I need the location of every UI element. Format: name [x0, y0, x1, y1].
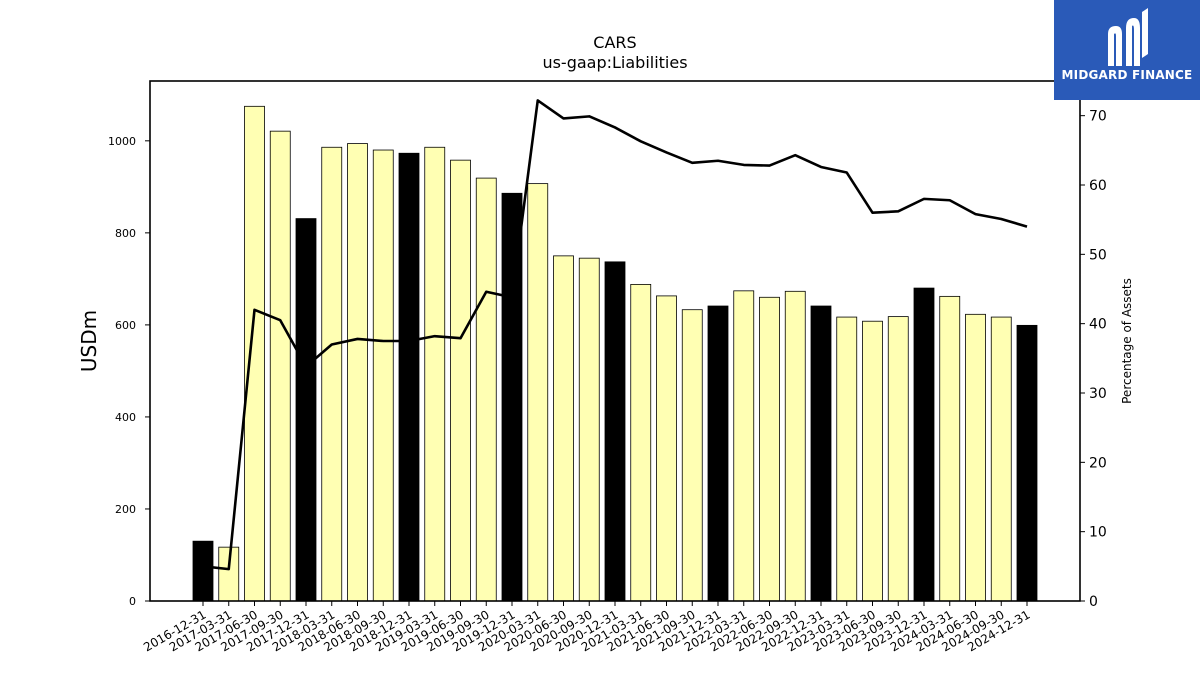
- bar-2022-03-31: [733, 290, 755, 602]
- y-tick-label: 200: [115, 503, 136, 516]
- bar-2018-06-30: [347, 143, 368, 602]
- chart-subtitle: us-gaap:Liabilities: [542, 53, 687, 72]
- bar-2023-03-31: [836, 316, 858, 602]
- bar-2017-12-31: [295, 218, 317, 602]
- bar-2018-03-31: [321, 146, 343, 602]
- bar-2024-03-31: [939, 295, 961, 602]
- bar-2019-06-30: [450, 159, 471, 602]
- bar-2021-09-30: [681, 309, 703, 602]
- bar-2021-03-31: [630, 283, 652, 602]
- bar-2023-06-30: [862, 320, 883, 602]
- y-tick-label: 1000: [108, 135, 136, 148]
- bar-group: [192, 105, 1038, 602]
- bar-2017-03-31: [218, 546, 240, 602]
- assets-pct-line: [202, 99, 1028, 571]
- chart-title: CARS: [593, 33, 636, 52]
- bar-2021-06-30: [656, 295, 677, 602]
- bar-2022-06-30: [759, 296, 780, 602]
- bar-2017-06-30: [244, 105, 265, 602]
- line-layer: [202, 99, 1028, 571]
- bar-2020-03-31: [527, 183, 549, 602]
- bar-2019-03-31: [424, 146, 446, 602]
- y2-tick-label: 70: [1089, 109, 1107, 125]
- y-tick-label: 600: [115, 319, 136, 332]
- bar-2017-09-30: [269, 130, 291, 602]
- brand-logo: MIDGARD FINANCE: [1054, 0, 1200, 100]
- bar-2019-09-30: [475, 177, 497, 602]
- y-tick-label: 0: [129, 595, 136, 608]
- bar-2024-06-30: [965, 313, 986, 602]
- y2-tick-label: 40: [1089, 317, 1107, 333]
- bar-2022-12-31: [810, 305, 832, 602]
- y2-tick-label: 60: [1089, 178, 1107, 194]
- bar-2023-12-31: [913, 287, 935, 602]
- logo-mark-icon: [1108, 8, 1148, 66]
- bar-2024-09-30: [990, 316, 1012, 602]
- logo-text: MIDGARD FINANCE: [1061, 68, 1193, 82]
- bar-2018-12-31: [398, 152, 420, 602]
- y-tick-label: 800: [115, 227, 136, 240]
- y2-tick-label: 50: [1089, 247, 1107, 263]
- bar-2020-12-31: [604, 261, 626, 602]
- bar-2016-12-31: [192, 540, 214, 602]
- y2-tick-label: 0: [1089, 594, 1098, 610]
- bar-2018-09-30: [372, 149, 394, 602]
- y2-tick-label: 20: [1089, 455, 1107, 471]
- y2-tick-label: 30: [1089, 386, 1107, 402]
- y-axis-label: USDm: [77, 310, 101, 372]
- y2-axis-label: Percentage of Assets: [1120, 278, 1134, 404]
- bar-2021-12-31: [707, 305, 729, 602]
- bar-2022-09-30: [784, 290, 806, 602]
- bar-2020-09-30: [578, 257, 600, 602]
- axes-group: 020040060080010000102030405060702016-12-…: [108, 80, 1107, 654]
- y-tick-label: 400: [115, 411, 136, 424]
- bar-2024-12-31: [1016, 324, 1038, 602]
- bar-2020-06-30: [553, 255, 574, 602]
- y2-tick-label: 10: [1089, 525, 1107, 541]
- bar-2019-12-31: [501, 192, 523, 602]
- bar-2023-09-30: [887, 316, 909, 602]
